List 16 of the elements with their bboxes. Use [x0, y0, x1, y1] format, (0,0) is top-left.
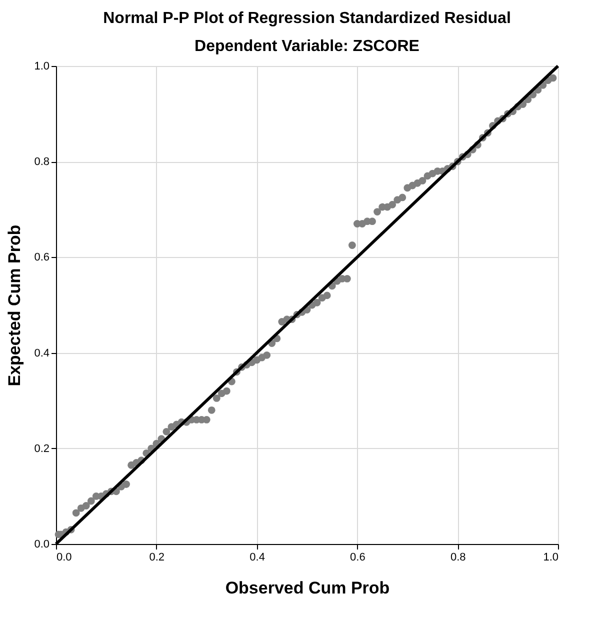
x-axis-title: Observed Cum Prob: [225, 578, 390, 598]
chart-subtitle: Dependent Variable: ZSCORE: [194, 38, 420, 55]
y-axis-title: Expected Cum Prob: [5, 224, 24, 386]
x-tick-label: 0.8: [450, 552, 466, 564]
x-tick-label: 0.0: [56, 552, 72, 564]
x-tick-label: 1.0: [543, 552, 558, 564]
chart-title: Normal P-P Plot of Regression Standardized Residual: [103, 10, 511, 27]
x-tick-label: 0.4: [250, 552, 265, 564]
y-tick-label: 0.2: [34, 442, 50, 455]
y-tick-label: 0.8: [34, 156, 50, 168]
y-tick-label: 0.6: [34, 252, 50, 264]
y-tick-label: 1.0: [34, 60, 50, 72]
x-tick-label: 0.6: [350, 552, 366, 564]
y-tick-label: 0.0: [34, 538, 50, 550]
y-tick-label: 0.4: [34, 347, 50, 360]
x-tick-label: 0.2: [149, 552, 165, 564]
